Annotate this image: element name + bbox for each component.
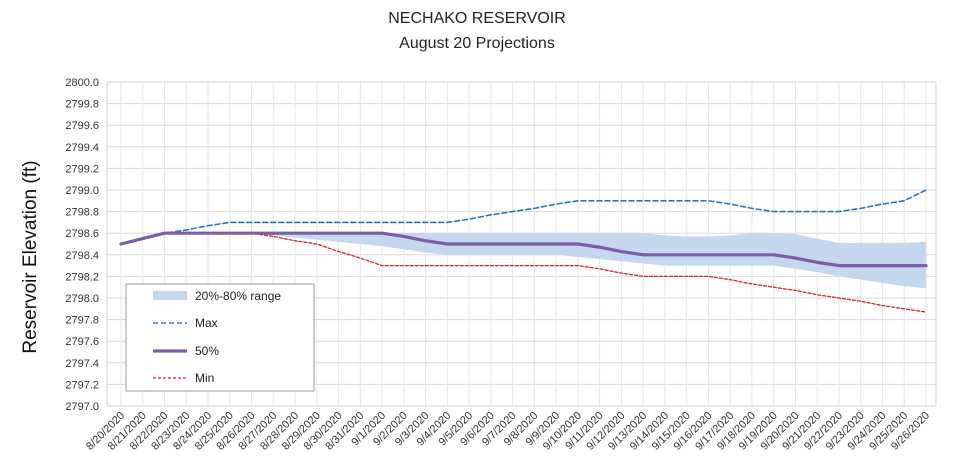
y-tick-label: 2797.4 — [65, 358, 99, 370]
chart-title: NECHAKO RESERVOIR — [388, 10, 566, 27]
y-tick-label: 2799.8 — [65, 99, 99, 111]
y-axis-label: Reservoir Elevation (ft) — [20, 160, 41, 353]
legend-box — [125, 283, 315, 392]
series-line-p50 — [119, 231, 928, 268]
y-tick-label: 2797.2 — [65, 379, 99, 391]
y-tick-label: 2799.6 — [65, 120, 99, 132]
legend-label-range: 20%-80% range — [195, 289, 281, 303]
y-tick-label: 2799.4 — [65, 142, 99, 154]
y-tick-label: 2799.2 — [65, 163, 99, 175]
legend-label-min: Min — [195, 371, 214, 385]
legend-label-max: Max — [195, 316, 218, 330]
y-tick-label: 2798.6 — [65, 228, 99, 240]
y-tick-label: 2798.0 — [65, 293, 99, 305]
series-layer — [119, 189, 928, 313]
y-tick-label: 2797.0 — [65, 401, 99, 413]
range-band-20-80 — [121, 233, 926, 289]
range-band-layer — [121, 233, 926, 289]
y-tick-label: 2797.6 — [65, 336, 99, 348]
legend: 20%-80% range Max 50% Min — [125, 283, 315, 392]
y-tick-label: 2798.8 — [65, 207, 99, 219]
plot-area-border — [106, 81, 937, 407]
y-tick-label: 2798.2 — [65, 271, 99, 283]
legend-label-50: 50% — [195, 344, 219, 358]
series-line-max — [120, 189, 927, 245]
y-tick-label: 2799.0 — [65, 185, 99, 197]
y-tick-label: 2798.4 — [65, 250, 99, 262]
chart-subtitle: August 20 Projections — [399, 35, 555, 52]
x-tick-labels: 8/20/20208/21/20208/22/20208/23/20208/24… — [84, 410, 932, 453]
y-tick-label: 2800.0 — [65, 77, 99, 89]
y-tick-label: 2797.8 — [65, 315, 99, 327]
legend-swatch-range — [153, 291, 187, 300]
y-tick-labels: 2797.0 2797.2 2797.4 2797.6 2797.8 2798.0 2798… — [65, 77, 99, 413]
